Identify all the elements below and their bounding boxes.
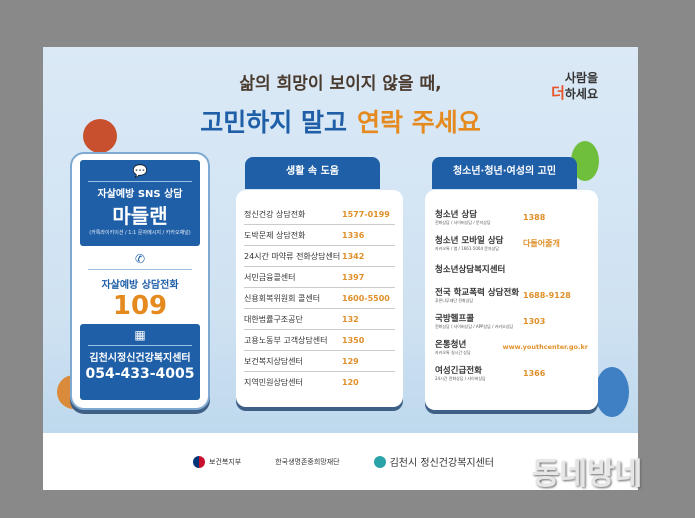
- row-value: 132: [342, 314, 359, 324]
- row-label: 전국 학교폭력 상담전화 푸른나무재단 전화상담: [435, 286, 523, 304]
- subtitle: 삶의 희망이 보이지 않을 때,: [239, 74, 442, 94]
- footer-org-2: 한국생명존중희망재단: [275, 457, 339, 467]
- headline: 고민하지 말고 연락 주세요: [43, 103, 638, 139]
- org2-text: 한국생명존중희망재단: [275, 457, 340, 466]
- middle-row: 24시간 마약류 전화상담센터 1342: [244, 246, 395, 267]
- row-name: 24시간 마약류 전화상담센터: [244, 251, 341, 261]
- center-box: ▦ 김천시정신건강복지센터 054-433-4005: [80, 324, 200, 400]
- right-row: 전국 학교폭력 상담전화 푸른나무재단 전화상담 1688-9128: [435, 282, 588, 308]
- row-name: 고용노동부 고객상담센터: [244, 335, 328, 345]
- row-value: www.youthcenter.go.kr: [502, 343, 588, 351]
- hotline-number: 109: [112, 291, 168, 321]
- row-sub: 카카오톡 실시간 상담: [435, 350, 471, 355]
- right-row: 청소년 상담 전화상담 / 사이버상담 / 문자상담 1388: [435, 204, 588, 230]
- middle-row: 정신건강 상담전화 1577-0199: [244, 204, 395, 225]
- row-label: 여성긴급전화 24시간 전화상담 / 사이버상담: [435, 364, 523, 382]
- blue-mascot-icon: [595, 367, 629, 417]
- chat-icon: 💬: [132, 164, 148, 178]
- middle-card: 정신건강 상담전화 1577-0199 도박문제 상담전화 1336 24시간 마약류 …: [236, 190, 403, 407]
- row-value: 120: [342, 378, 359, 387]
- logo-text-1: 사람을: [564, 71, 598, 85]
- row-sub: 전화상담 / 사이버상담 / APP상담 / 카카오상담: [435, 324, 514, 329]
- row-label: 청소년 상담 전화상담 / 사이버상담 / 문자상담: [435, 208, 523, 226]
- row-sub: 전화상담 / 사이버상담 / 문자상담: [435, 220, 491, 225]
- row-name: 대한법률구조공단: [244, 314, 303, 324]
- hotline-box: ✆ 자살예방 상담전화 109: [80, 246, 200, 324]
- row-name: 국방헬프콜: [435, 314, 475, 324]
- row-value: 1336: [342, 230, 365, 240]
- middle-row: 지역민원상담센터 120: [244, 372, 395, 393]
- row-name: 서민금융콜센터: [244, 272, 296, 282]
- middle-row: 도박문제 상담전화 1336: [244, 225, 395, 246]
- row-name: 청소년상담복지센터: [435, 265, 506, 275]
- logo-accent: 더: [551, 84, 565, 102]
- row-value: 1350: [342, 335, 365, 345]
- poster: 삶의 희망이 보이지 않을 때, 고민하지 말고 연락 주세요 사람을 더하세요 💬…: [43, 47, 638, 490]
- row-label: 청소년상담복지센터: [435, 263, 523, 275]
- row-name: 여성긴급전화: [435, 366, 482, 376]
- middle-row: 보건복지상담센터 129: [244, 351, 395, 372]
- row-value: 다들어줄개: [523, 238, 560, 248]
- right-row: 국방헬프콜 전화상담 / 사이버상담 / APP상담 / 카카오상담 1303: [435, 308, 588, 334]
- footer: 보건복지부 한국생명존중희망재단 김천시 정신건강복지센터: [43, 433, 638, 490]
- row-value: 1342: [342, 251, 365, 261]
- row-sub: 카카오톡 / 앱 / 1661-5004 문자상담: [435, 246, 499, 251]
- row-sub: 푸른나무재단 전화상담: [435, 298, 474, 303]
- sns-label: 자살예방 SNS 상담: [97, 189, 183, 200]
- right-row: 청소년 모바일 상담 카카오톡 / 앱 / 1661-5004 문자상담 다들어줄개: [435, 230, 588, 256]
- row-value: 1577-0199: [342, 209, 390, 219]
- row-name: 정신건강 상담전화: [244, 209, 306, 219]
- footer-org-1: 보건복지부: [193, 455, 242, 468]
- headline-blue: 고민하지 말고: [200, 108, 347, 137]
- logo-text-2: 하세요: [564, 87, 598, 101]
- middle-row: 서민금융콜센터 1397: [244, 267, 395, 288]
- center-logo-icon: [373, 455, 386, 468]
- middle-row: 신용회복위원회 콜센터 1600-5500: [244, 288, 395, 309]
- row-value: 129: [342, 356, 359, 366]
- row-name: 지역민원상담센터: [244, 378, 303, 387]
- row-value: 1388: [523, 212, 546, 222]
- right-row: 청소년상담복지센터: [435, 256, 588, 282]
- row-label: 청소년 모바일 상담 카카오톡 / 앱 / 1661-5004 문자상담: [435, 234, 523, 252]
- middle-row: 고용노동부 고객상담센터 1350: [244, 330, 395, 351]
- phone-icon: ✆: [134, 252, 146, 266]
- middle-row: 대한법률구조공단 132: [244, 309, 395, 330]
- right-card: 청소년 상담 전화상담 / 사이버상담 / 문자상담 1388 청소년 모바일 상담 카…: [425, 190, 598, 410]
- sns-name: 마들랜: [112, 204, 168, 228]
- row-name: 온통청년: [435, 340, 467, 350]
- left-card: 💬 자살예방 SNS 상담 마들랜 (카톡라이키이션 / 1:1 문자메시지 /…: [70, 152, 210, 410]
- sns-note: (카톡라이키이션 / 1:1 문자메시지 / 카카오채널): [89, 230, 191, 236]
- org1-text: 보건복지부: [209, 457, 242, 466]
- right-row: 온통청년 카카오톡 실시간 상담 www.youthcenter.go.kr: [435, 334, 588, 360]
- row-sub: 24시간 전화상담 / 사이버상담: [435, 376, 486, 381]
- row-name: 도박문제 상담전화: [244, 230, 306, 240]
- center-number: 054-433-4005: [85, 366, 195, 382]
- middle-card-title: 생활 속 도움: [245, 157, 380, 189]
- org3-text: 김천시 정신건강복지센터: [389, 458, 494, 469]
- sns-box: 💬 자살예방 SNS 상담 마들랜 (카톡라이키이션 / 1:1 문자메시지 /…: [80, 160, 200, 246]
- watermark: 동네방네: [532, 457, 643, 492]
- owl-mascot-icon: [83, 119, 117, 153]
- row-value: 1688-9128: [523, 290, 571, 300]
- row-name: 전국 학교폭력 상담전화: [435, 288, 520, 298]
- row-value: 1397: [342, 272, 365, 282]
- hotline-label: 자살예방 상담전화: [101, 280, 179, 291]
- headline-orange: 연락 주세요: [357, 108, 481, 137]
- row-label: 국방헬프콜 전화상담 / 사이버상담 / APP상담 / 카카오상담: [435, 312, 523, 330]
- row-name: 신용회복위원회 콜센터: [244, 293, 321, 303]
- mohw-logo-icon: [193, 455, 205, 468]
- row-label: 온통청년 카카오톡 실시간 상담: [435, 338, 523, 356]
- row-name: 청소년 상담: [435, 210, 478, 220]
- campaign-logo: 사람을 더하세요: [551, 71, 598, 102]
- footer-org-3: 김천시 정신건강복지센터: [373, 454, 494, 469]
- row-value: 1600-5500: [342, 293, 390, 303]
- row-name: 청소년 모바일 상담: [435, 236, 504, 246]
- right-card-title: 청소년·청년·여성의 고민: [432, 157, 577, 189]
- row-name: 보건복지상담센터: [244, 356, 303, 366]
- building-icon: ▦: [134, 328, 146, 342]
- row-value: 1366: [523, 368, 546, 378]
- row-value: 1303: [523, 316, 546, 326]
- center-label: 김천시정신건강복지센터: [89, 353, 191, 364]
- right-row: 여성긴급전화 24시간 전화상담 / 사이버상담 1366: [435, 360, 588, 386]
